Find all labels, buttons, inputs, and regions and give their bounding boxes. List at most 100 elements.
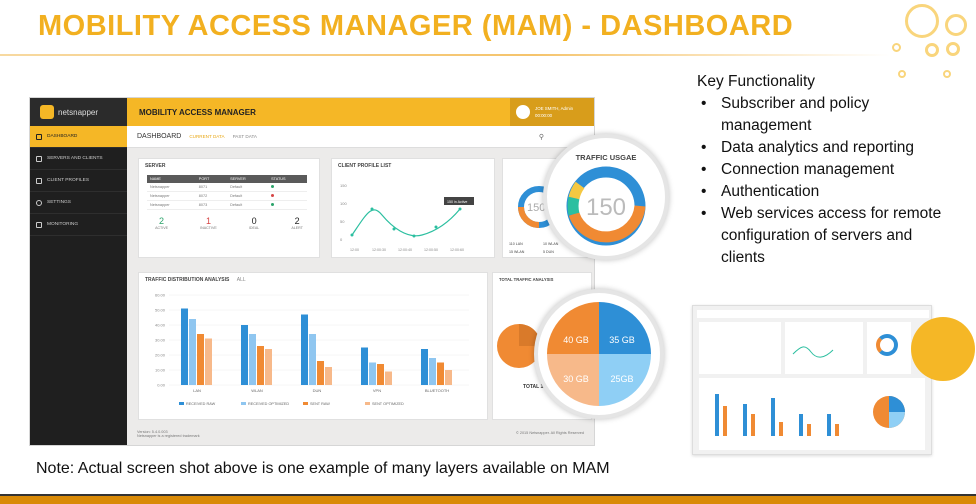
tooltip-text: 150 in Active: [447, 200, 467, 204]
x-tick: 12:00:60: [450, 248, 464, 252]
traffic-usage-zoom: TRAFFIC USGAE 150: [543, 134, 669, 260]
y-tick: 100: [340, 201, 347, 206]
stat-value: 0: [251, 216, 257, 226]
stat-alert: 2 ALERT: [291, 216, 303, 230]
sidebar-item-label: SERVERS AND CLIENTS: [47, 156, 103, 161]
y-tick: 0: [340, 237, 343, 242]
bar: [317, 361, 324, 385]
decor-circle: [943, 70, 951, 78]
bar: [249, 334, 256, 385]
stat-label: ALERT: [291, 226, 303, 230]
search-icon[interactable]: ⚲: [538, 133, 544, 141]
sub-header: DASHBOARD CURRENT DATA PAST DATA ⚲: [127, 126, 594, 148]
stat-value: 2: [294, 216, 300, 226]
key-functionality: Key Functionality Subscriber and policy …: [697, 71, 957, 269]
bar: [385, 371, 392, 385]
app-logo: netsnapper: [30, 98, 127, 126]
y-tick: 40.00: [155, 323, 166, 328]
cell: Default: [227, 191, 269, 201]
stat-label: INACTIVE: [200, 226, 217, 230]
list-item: Web services access for remote configura…: [697, 203, 957, 269]
bar: [421, 349, 428, 385]
total-traffic-zoom: 35 GB 25GB 30 GB 40 GB: [534, 289, 664, 419]
slide-note: Note: Actual screen shot above is one ex…: [36, 460, 610, 477]
dashboard-thumbnail: [692, 305, 932, 455]
total-traffic-pie: 35 GB 25GB 30 GB 40 GB: [547, 302, 651, 406]
tab-past-data[interactable]: PAST DATA: [232, 134, 257, 139]
pie-label: 30 GB: [563, 374, 589, 384]
client-profile-title: CLIENT PROFILE LIST: [338, 163, 392, 169]
decor-circle: [945, 14, 967, 36]
cell: Default: [227, 183, 269, 192]
table-row[interactable]: Netsnapper 8073 Default: [147, 200, 307, 210]
total-traffic-value: TOTAL 140 GB: [523, 384, 558, 390]
cell: Netsnapper: [147, 191, 196, 201]
sidebar-item-dashboard[interactable]: DASHBOARD: [30, 126, 127, 148]
client-profile-chart: 150 100 50 0 150 in Active 12:00 12:00:3…: [340, 183, 474, 252]
server-card: SERVER NAME PORT SERVER STATUS Netsnappe…: [138, 158, 320, 258]
stat-value: 2: [159, 216, 165, 226]
list-item: Authentication: [697, 181, 957, 203]
monitor-icon: [36, 221, 42, 228]
user-menu[interactable]: JOE SMITH, Admin 00:00:00: [510, 98, 594, 126]
sidebar-item-settings[interactable]: SETTINGS: [30, 192, 127, 214]
traffic-filter-select[interactable]: ALL: [236, 277, 246, 283]
breadcrumb: DASHBOARD: [137, 133, 182, 140]
traffic-usage-mini-value: 150: [527, 202, 545, 214]
traffic-distribution-header: TRAFFIC DISTRIBUTION ANALYSIS ALL: [139, 273, 487, 287]
table-row[interactable]: Netsnapper 8072 Default: [147, 191, 307, 201]
legend-swatch: [179, 402, 184, 405]
total-traffic-mini: TOTAL 140 GB: [497, 324, 558, 390]
stat-label: ACTIVE: [155, 226, 169, 230]
pie-label: 40 GB: [563, 335, 589, 345]
decor-circle: [946, 42, 960, 56]
avatar: [516, 105, 530, 119]
pie-slice: [547, 302, 599, 354]
sidebar-item-label: CLIENT PROFILES: [47, 178, 90, 183]
logo-text: netsnapper: [58, 107, 99, 117]
column-header: NAME: [147, 175, 196, 183]
donut-segment: [568, 205, 646, 243]
list-item: Data analytics and reporting: [697, 137, 957, 159]
bar: [445, 370, 452, 385]
decor-circle: [892, 43, 901, 52]
profile-icon: [36, 177, 42, 184]
bar: [429, 358, 436, 385]
bar: [369, 362, 376, 385]
server-table: NAME PORT SERVER STATUS Netsnapper 8071 …: [147, 175, 307, 210]
table-row[interactable]: Netsnapper 8071 Default: [147, 183, 307, 192]
legend-item: RECEIVED RAW: [186, 402, 216, 406]
logo-icon: [40, 105, 54, 119]
legend-item: SENT RAW: [310, 402, 330, 406]
y-tick: 0.00: [157, 383, 166, 388]
legend-item: 10 WLAN: [543, 242, 559, 246]
app-footer: Version: 5.4.0.003 Netsnapper is a regis…: [127, 427, 594, 445]
sidebar-item-servers[interactable]: SERVERS AND CLIENTS: [30, 148, 127, 170]
trademark-text: Netsnapper is a registered trademark: [137, 434, 200, 438]
cell: Netsnapper: [147, 183, 196, 192]
decor-circle: [898, 70, 906, 78]
sidebar-item-monitoring[interactable]: MONITORING: [30, 214, 127, 236]
user-time: 00:00:00: [535, 113, 553, 118]
cell: Default: [227, 200, 269, 210]
server-stats: 2 ACTIVE 1 INACTIVE 0 IDEAL 2 ALERT: [139, 216, 319, 230]
stat-value: 1: [205, 216, 211, 226]
sidebar-item-client-profiles[interactable]: CLIENT PROFILES: [30, 170, 127, 192]
tab-current-data[interactable]: CURRENT DATA: [189, 134, 225, 139]
y-tick: 60.00: [155, 293, 166, 298]
bar: [197, 334, 204, 385]
cell: 8072: [195, 191, 228, 201]
key-functionality-list: Subscriber and policy management Data an…: [697, 93, 957, 269]
app-header: MOBILITY ACCESS MANAGER JOE SMITH, Admin…: [127, 98, 594, 126]
sidebar-item-label: SETTINGS: [47, 200, 71, 205]
bar: [325, 367, 332, 385]
x-tick: 12:00:50: [424, 248, 438, 252]
user-name: JOE SMITH, Admin: [535, 106, 574, 111]
pie-slice: [599, 354, 651, 406]
traffic-distribution-title: TRAFFIC DISTRIBUTION ANALYSIS: [145, 277, 230, 283]
server-card-title: SERVER: [145, 163, 166, 169]
bottom-rule: [0, 494, 976, 496]
traffic-distribution-chart: 60.00 50.00 40.00 30.00 20.00 10.00 0.00 LAN WLA…: [155, 293, 469, 406]
bar: [205, 338, 212, 385]
title-rule: [0, 54, 890, 56]
